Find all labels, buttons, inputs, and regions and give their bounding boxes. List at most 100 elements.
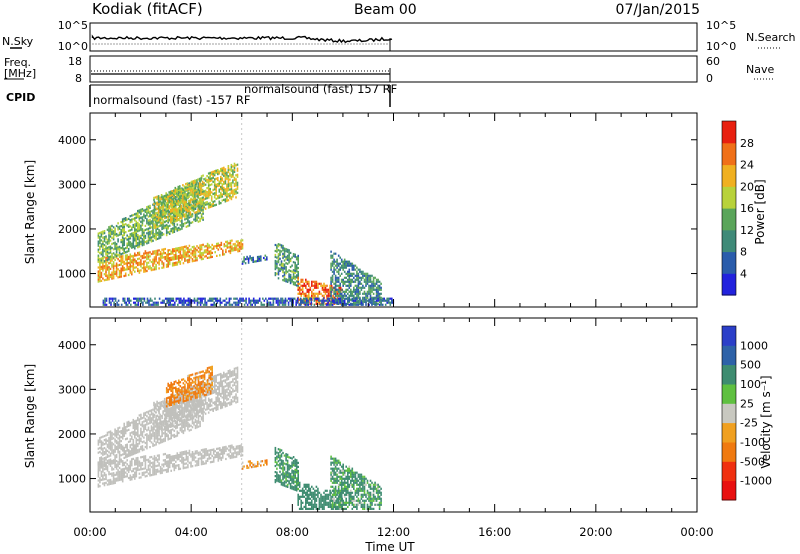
colorbar-tick-label: 4 [740,267,747,280]
range-cell [277,255,280,258]
range-cell [200,205,203,208]
range-cell [146,242,148,245]
range-cell [377,292,379,295]
range-cell [132,262,135,266]
range-cell [160,222,163,225]
range-cell [207,206,210,209]
range-cell [237,451,239,454]
range-cell [117,479,119,482]
range-cell [181,451,183,454]
range-cell [318,290,321,293]
range-cell [131,431,133,434]
range-cell [333,266,335,269]
range-cell [173,219,175,222]
range-cell [232,448,235,451]
range-cell [178,454,180,457]
range-cell [120,303,123,306]
range-cell [377,294,379,297]
range-cell [189,211,192,214]
range-cell [205,460,207,463]
range-cell [175,255,177,258]
range-cell [277,243,280,246]
range-cell [220,179,222,183]
range-cell [162,209,164,212]
range-cell [160,214,163,217]
range-cell [277,253,280,256]
range-cell [200,189,202,192]
range-cell [280,250,283,253]
range-cell [195,193,198,196]
range-cell [176,194,178,197]
range-cell [211,454,213,457]
range-cell [205,249,207,252]
range-cell [108,238,110,241]
range-cell [126,447,128,450]
range-cell [179,213,181,216]
range-cell [209,201,211,205]
range-cell [298,303,300,306]
range-cell [206,181,208,184]
range-cell [339,266,341,269]
range-cell [202,454,204,457]
range-cell [220,193,222,197]
range-cell [108,471,110,474]
range-cell [200,398,203,401]
range-cell [347,274,349,277]
range-cell [115,234,118,238]
range-cell [258,259,260,262]
range-cell [177,201,180,204]
range-cell [282,279,284,282]
range-cell [147,235,150,238]
range-cell [368,284,370,287]
range-cell [209,173,211,176]
range-cell [162,207,165,210]
range-cell [337,272,340,275]
range-cell [200,191,202,194]
range-cell [129,450,132,453]
range-cell [134,270,136,273]
range-cell [143,264,145,267]
range-cell [141,463,144,467]
range-cell [229,196,231,199]
range-cell [340,266,343,269]
range-cell [154,425,157,428]
range-cell [165,456,168,459]
range-cell [143,455,145,458]
range-cell [111,299,114,302]
range-cell [131,458,133,461]
range-cell [170,299,173,302]
range-cell [123,237,125,240]
range-cell [164,247,166,251]
range-cell [389,303,392,306]
range-cell [175,456,177,459]
range-cell [201,299,203,302]
range-cell [169,214,172,217]
range-cell [268,301,270,304]
range-cell [97,276,100,279]
range-cell [162,248,165,251]
range-cell [193,190,195,193]
range-cell [108,443,110,446]
range-cell [170,461,172,464]
range-cell [205,450,207,453]
range-cell [103,459,106,462]
range-cell [196,249,198,252]
range-cell [134,471,136,474]
range-cell [132,457,135,460]
range-cell [351,264,354,267]
range-cell [167,251,169,254]
range-cell [166,215,169,218]
range-cell [118,478,121,482]
range-cell [186,210,189,213]
range-cell [285,256,287,259]
range-cell [166,207,169,210]
range-cell [220,241,223,244]
range-cell [213,200,216,203]
range-cell [143,256,145,259]
range-cell [124,426,127,429]
range-cell [231,444,233,447]
range-cell [120,231,122,234]
range-cell [239,297,241,300]
range-cell [105,260,107,263]
range-cell [114,448,116,451]
